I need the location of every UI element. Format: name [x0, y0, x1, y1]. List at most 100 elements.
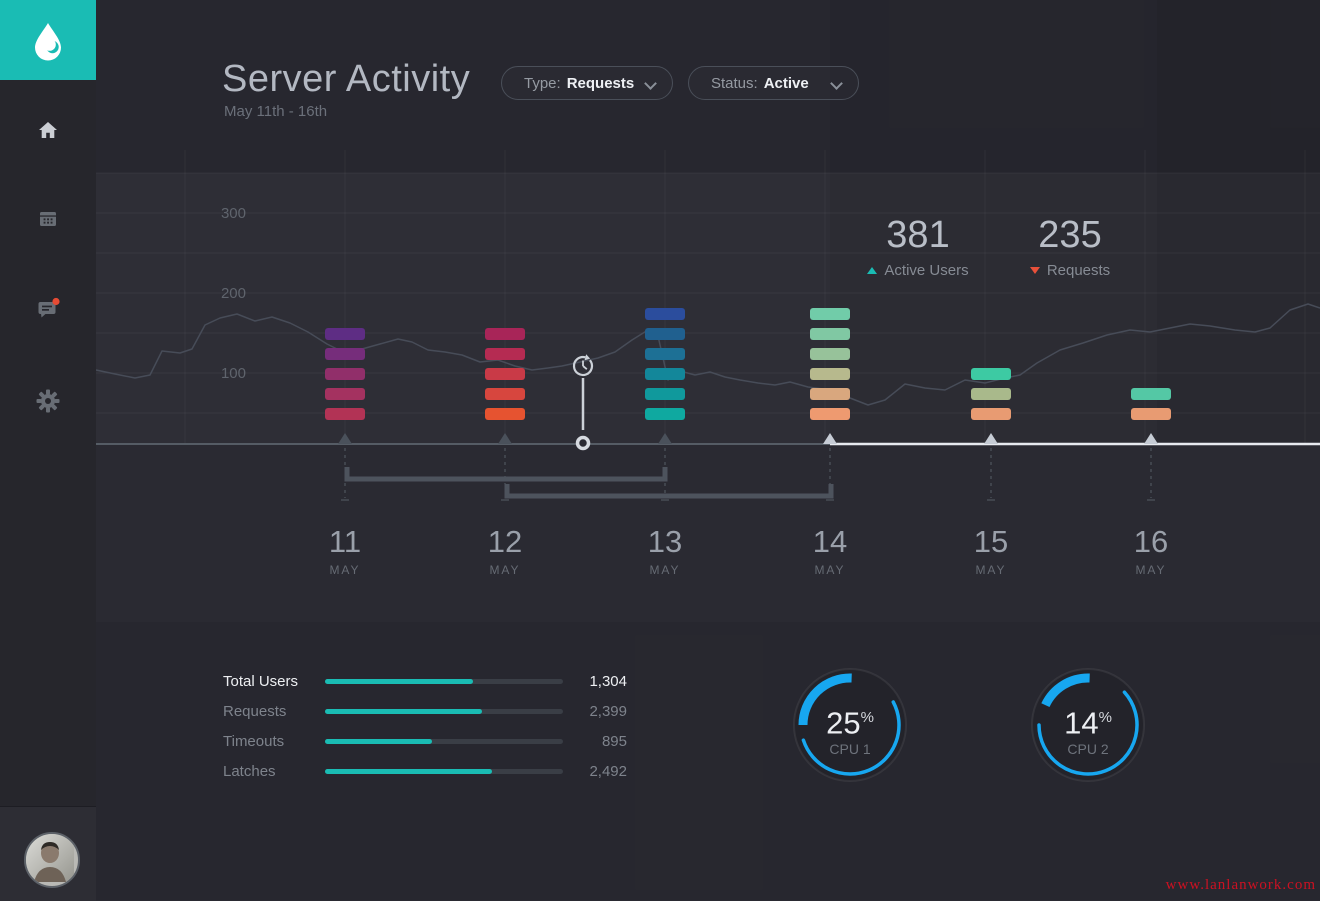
- date-label: 13 MAY: [605, 526, 725, 578]
- date-label: 12 MAY: [445, 524, 565, 578]
- date-month: MAY: [329, 563, 361, 577]
- settings-gear-icon: [36, 389, 60, 413]
- activity-bar: [971, 388, 1011, 400]
- activity-bar: [971, 408, 1011, 420]
- header-band: [96, 0, 1320, 173]
- range-bracket[interactable]: [504, 484, 834, 499]
- stat-label: Requests: [1046, 262, 1111, 279]
- filter-label: Type:: [524, 74, 561, 92]
- activity-bar: [810, 308, 850, 320]
- y-axis-tick: 300: [220, 205, 246, 222]
- avatar-photo: [26, 834, 74, 882]
- day-marker-triangle: [498, 433, 512, 444]
- activity-bar: [810, 348, 850, 360]
- y-axis-tick: 100: [220, 365, 246, 382]
- activity-bar: [810, 328, 850, 340]
- activity-bar: [485, 408, 525, 420]
- home-icon: [39, 122, 57, 138]
- date-month: MAY: [1135, 563, 1167, 577]
- activity-bar: [645, 368, 685, 380]
- activity-bar: [645, 308, 685, 320]
- app-logo[interactable]: [0, 0, 96, 80]
- chart-shade-after-14: [830, 0, 1320, 444]
- sidebar-item-messages[interactable]: [0, 281, 96, 337]
- stat-value: 235: [1038, 214, 1102, 256]
- status-filter-dropdown[interactable]: Status: Active: [688, 66, 859, 100]
- sidebar-item-home[interactable]: [0, 102, 96, 158]
- activity-bar: [810, 408, 850, 420]
- filter-value: Requests: [566, 74, 635, 92]
- metric-label: Requests: [223, 703, 287, 720]
- day-marker-triangle: [823, 433, 837, 444]
- stat-requests: 235 Requests: [980, 214, 1160, 279]
- metric-progress-fill: [325, 769, 492, 774]
- date-day: 15: [973, 524, 1009, 559]
- cpu2-gauge-text: 14% CPU 2: [1023, 702, 1153, 758]
- date-month: MAY: [975, 563, 1007, 577]
- gauge-thick-arc: [1041, 673, 1090, 708]
- date-day: 14: [812, 524, 848, 559]
- range-bracket[interactable]: [344, 467, 668, 482]
- cpu1-gauge: [793, 668, 907, 782]
- metric-value: 2,399: [589, 703, 627, 720]
- stat-label: Active Users: [884, 262, 969, 279]
- chevron-down-icon: [830, 77, 843, 90]
- activity-bar: [645, 408, 685, 420]
- sidebar-item-settings[interactable]: [0, 373, 96, 429]
- metric-label: Total Users: [223, 673, 299, 690]
- activity-bar: [645, 388, 685, 400]
- metric-progress-fill: [325, 679, 473, 684]
- day-marker-triangle: [658, 433, 672, 444]
- activity-bar: [325, 408, 365, 420]
- day-marker-triangle: [984, 433, 998, 444]
- metric-value: 895: [601, 733, 627, 750]
- metric-progress-fill: [325, 709, 482, 714]
- activity-bar: [645, 328, 685, 340]
- day-marker-triangle: [1144, 433, 1158, 444]
- type-filter-dropdown[interactable]: Type: Requests: [501, 66, 673, 100]
- date-month: MAY: [814, 563, 846, 577]
- date-day: 11: [328, 524, 362, 559]
- activity-bar: [971, 368, 1011, 380]
- timeline-scrubber[interactable]: [572, 354, 594, 451]
- y-axis-tick: 200: [220, 285, 246, 302]
- user-avatar[interactable]: [24, 832, 80, 888]
- metric-progress-fill: [325, 739, 432, 744]
- page-title: Server Activity: [222, 58, 471, 100]
- watermark: www.lanlanwork.com: [1165, 877, 1316, 893]
- metric-label: Latches: [223, 763, 276, 780]
- date-day: 12: [487, 524, 523, 559]
- date-range-subtitle: May 11th - 16th: [224, 103, 328, 120]
- scrubber-handle[interactable]: [575, 435, 591, 451]
- gauge-label: CPU 1: [829, 741, 871, 758]
- activity-bar: [325, 388, 365, 400]
- gauge-outer-ring: [1031, 668, 1145, 782]
- metric-value: 1,304: [589, 673, 627, 690]
- activity-bar: [810, 368, 850, 380]
- activity-bar: [325, 368, 365, 380]
- sidebar-item-calendar[interactable]: [0, 191, 96, 247]
- stat-active-users: 381 Active Users: [828, 214, 1008, 279]
- activity-bar: [1131, 408, 1171, 420]
- activity-bar: [810, 388, 850, 400]
- gauge-percent: 14: [1064, 705, 1099, 741]
- messages-icon: [38, 297, 60, 318]
- stat-value: 381: [886, 214, 950, 256]
- cpu1-gauge-text: 25% CPU 1: [785, 702, 915, 758]
- metric-progress-track: [325, 769, 563, 774]
- sidebar-footer: [0, 806, 96, 901]
- metric-progress-track: [325, 709, 563, 714]
- day-marker-triangle: [338, 433, 352, 444]
- date-month: MAY: [489, 563, 521, 577]
- activity-bar: [485, 348, 525, 360]
- gauge-unit: %: [1098, 709, 1112, 726]
- activity-bar: [485, 368, 525, 380]
- chevron-down-icon: [644, 77, 657, 90]
- activity-bar: [645, 348, 685, 360]
- gauge-thin-arc: [1037, 690, 1139, 776]
- filter-label: Status:: [711, 74, 758, 92]
- date-day: 16: [1133, 524, 1169, 559]
- metric-value: 2,492: [589, 763, 627, 780]
- gauge-outer-ring: [793, 668, 907, 782]
- metric-progress-track: [325, 679, 563, 684]
